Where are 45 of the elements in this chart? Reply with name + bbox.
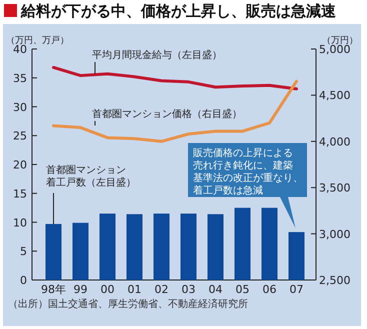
y2-tick-label: 3,500 xyxy=(319,182,350,195)
bar xyxy=(208,214,224,280)
bar xyxy=(154,214,170,280)
y-tick-label: 40 xyxy=(13,43,27,56)
line-series xyxy=(52,66,298,90)
bar xyxy=(234,208,250,280)
x-tick-label: 98年 xyxy=(41,283,66,296)
y-tick-label: 15 xyxy=(13,187,27,200)
bar xyxy=(288,232,304,280)
y2-tick-label: 5,000 xyxy=(319,43,350,56)
text: （出所）国土交通省、厚生労働省、不動産経済研究所 xyxy=(8,298,248,310)
y-tick-label: 25 xyxy=(13,130,27,143)
y-tick-label: 10 xyxy=(13,216,27,230)
y2-tick-label: 3,000 xyxy=(319,228,350,241)
y-tick-label: 35 xyxy=(13,72,27,85)
x-tick-label: 06 xyxy=(262,283,276,296)
bar xyxy=(262,208,278,280)
x-tick-label: 02 xyxy=(154,283,168,296)
x-tick-label: 05 xyxy=(236,283,250,296)
y-tick-label: 20 xyxy=(13,158,27,172)
y-axis-title: （万円、万戸） xyxy=(6,36,69,46)
x-tick-label: 99 xyxy=(74,283,88,296)
line-series xyxy=(52,80,298,143)
chart-title: 給料が下がる中、価格が上昇し、販売は急減速 xyxy=(20,2,337,20)
series-label: 首都圏マンション価格（右目盛） xyxy=(92,108,242,120)
y2-tick-label: 4,000 xyxy=(319,135,350,148)
x-tick-label: 04 xyxy=(208,283,222,296)
text: 首都圏マンション着工戸数（左目盛） xyxy=(46,164,136,188)
y-tick-label: 5 xyxy=(20,245,27,258)
x-tick-label: 01 xyxy=(128,283,142,296)
annotation: 販売価格の上昇による売れ行き鈍化に、建築基準法の改正が重なり、着工戸数は急減 xyxy=(193,147,303,196)
bar xyxy=(180,214,196,280)
x-tick-label: 03 xyxy=(182,283,196,296)
bar xyxy=(46,224,62,280)
x-tick-label: 00 xyxy=(100,283,114,296)
y2-axis-title: （万円） xyxy=(322,36,358,46)
x-tick-label: 07 xyxy=(290,283,304,296)
y2-tick-label: 2,500 xyxy=(319,274,350,287)
series-label: 平均月間現金給与（左目盛） xyxy=(92,49,222,61)
y-tick-label: 30 xyxy=(13,100,27,114)
bar xyxy=(126,214,142,280)
bar xyxy=(100,214,116,280)
y-tick-label: 0 xyxy=(20,274,27,287)
y2-tick-label: 4,500 xyxy=(319,89,350,102)
bar xyxy=(72,222,88,280)
